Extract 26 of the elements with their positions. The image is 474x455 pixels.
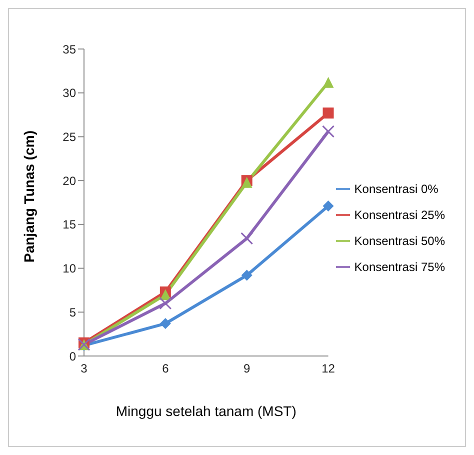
y-tick-label: 35 xyxy=(62,42,76,56)
x-tick-label: 3 xyxy=(80,362,88,376)
x-axis-title: Minggu setelah tanam (MST) xyxy=(116,403,296,419)
point xyxy=(160,318,171,330)
y-tick-label: 0 xyxy=(69,349,76,364)
legend-label: Konsentrasi 0% xyxy=(354,182,438,196)
point xyxy=(240,232,254,245)
y-tick-label: 10 xyxy=(62,262,76,276)
point xyxy=(322,200,334,212)
x-tick-label: 9 xyxy=(244,362,250,376)
point xyxy=(241,270,252,281)
legend-label: Konsentrasi 25% xyxy=(354,208,445,222)
legend-label: Konsentrasi 50% xyxy=(354,234,445,248)
point xyxy=(322,125,335,138)
point xyxy=(159,297,172,310)
point xyxy=(322,76,334,88)
y-tick-label: 5 xyxy=(69,305,76,320)
x-tick-label: 6 xyxy=(162,362,170,376)
y-axis-title: Panjang Tunas (cm) xyxy=(20,130,37,262)
y-tick-label: 20 xyxy=(62,174,76,188)
y-tick-label: 30 xyxy=(62,86,76,100)
x-tick-label: 12 xyxy=(322,362,336,376)
y-tick-label: 15 xyxy=(62,218,76,232)
point xyxy=(322,108,334,119)
legend-label: Konsentrasi 75% xyxy=(354,260,445,274)
y-tick-label: 25 xyxy=(62,130,76,144)
